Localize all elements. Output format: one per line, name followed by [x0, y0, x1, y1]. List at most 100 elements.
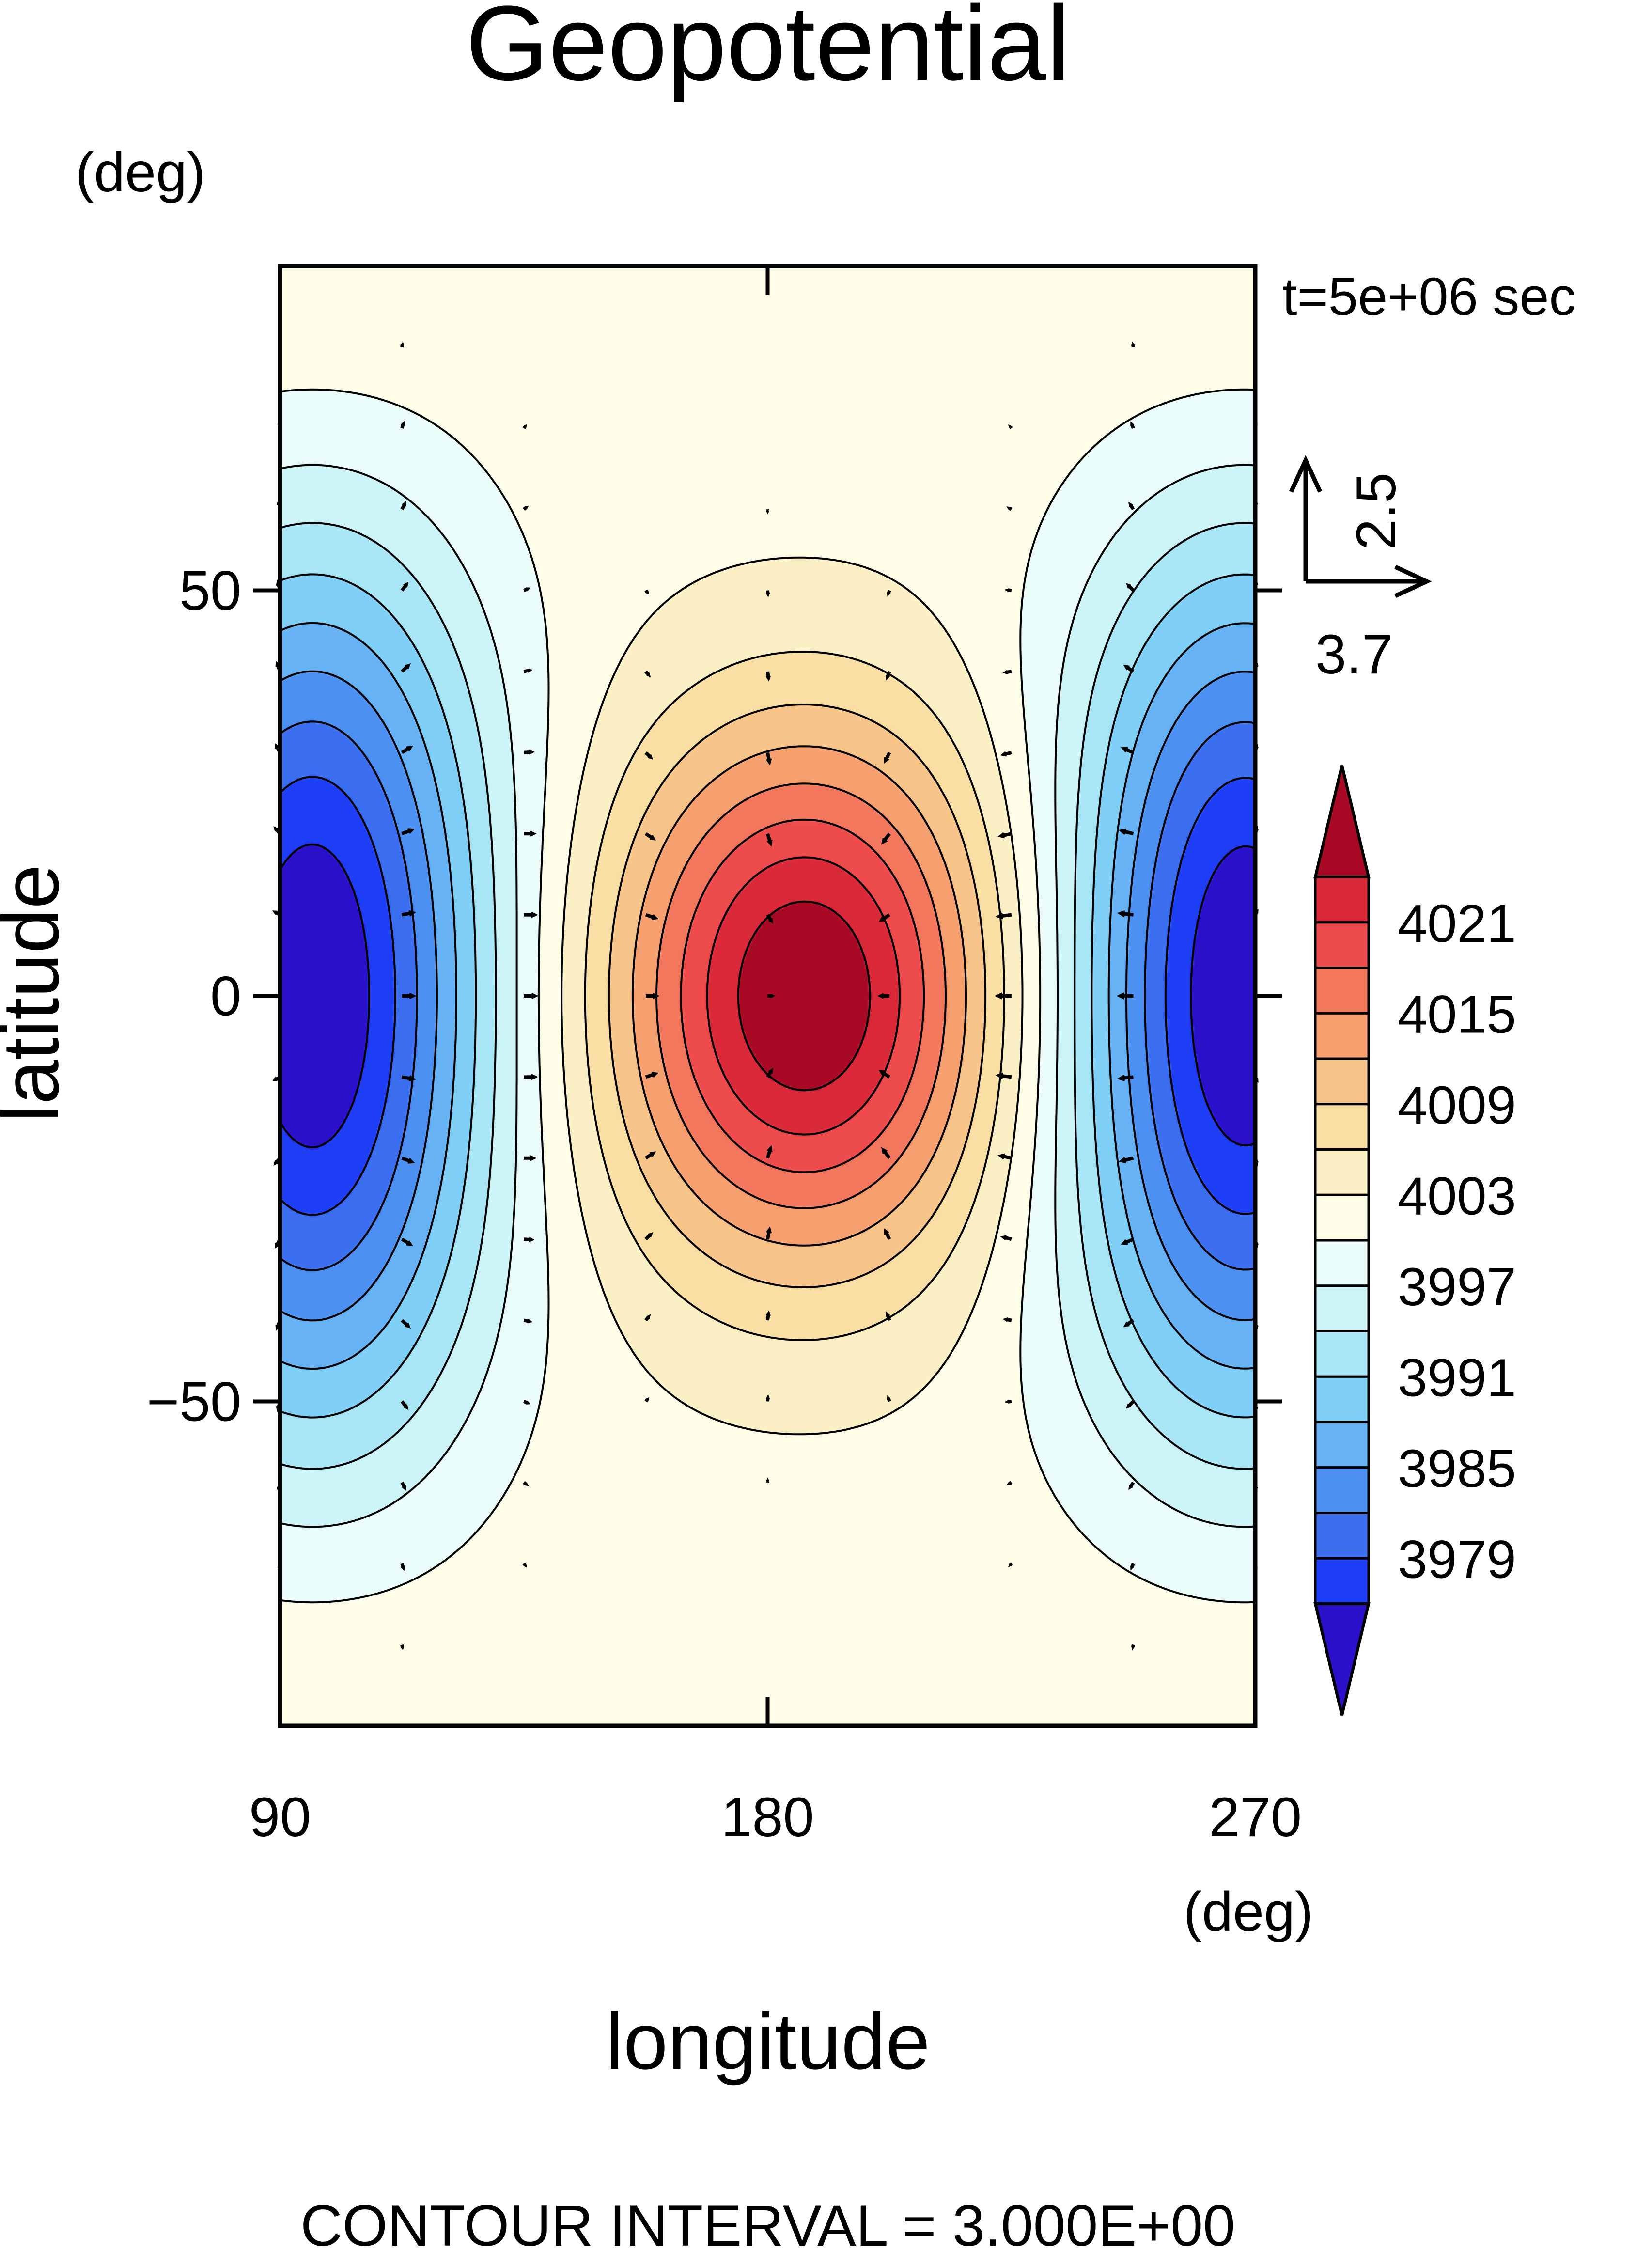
wind-vector-head: [881, 838, 888, 845]
wind-vector-head: [1000, 1235, 1007, 1241]
contour-line: [280, 670, 1255, 1322]
wind-vector-head: [405, 1322, 411, 1329]
colorbar-labels: 4021 4015 4009 4003 3997 3991 3985 3979: [1398, 894, 1516, 1590]
contour-interval-label: CONTOUR INTERVAL = 3.000E+00: [300, 2193, 1235, 2258]
contour-line: [280, 622, 1255, 1370]
wind-vector-head: [1117, 1074, 1126, 1081]
wind-vector-head: [1004, 1399, 1011, 1404]
wind-vector-head: [530, 911, 538, 918]
contour-lines: [280, 388, 1255, 1604]
y-tick-label: 0: [210, 966, 241, 1028]
wind-vector-head: [765, 592, 770, 598]
wind-vector-head: [406, 1240, 413, 1246]
wind-vector-head: [530, 1074, 538, 1080]
time-label: t=5e+06 sec: [1282, 267, 1575, 327]
wind-vector-head: [997, 832, 1006, 839]
wind-vector-head: [1118, 1157, 1127, 1163]
wind-vector-head: [1116, 992, 1125, 1000]
colorbar-swatch: [1314, 1239, 1370, 1287]
wind-vector-head: [651, 914, 659, 920]
wind-vector-head: [272, 1077, 278, 1081]
reference-vector-x-head: [1394, 564, 1432, 598]
colorbar-swatch: [1314, 1284, 1370, 1333]
wind-vector-head: [995, 1072, 1004, 1079]
colorbar-swatch: [1314, 1330, 1370, 1378]
y-tick-label: 50: [179, 560, 241, 622]
wind-vector-head: [408, 1075, 416, 1082]
wind-vector-head: [651, 1072, 659, 1078]
wind-vector-head: [401, 421, 405, 427]
contour-line: [680, 818, 925, 1173]
contour-line: [280, 573, 1255, 1419]
wind-vector-head: [877, 993, 885, 999]
contour-line: [631, 745, 967, 1247]
colorbar-label: 4009: [1398, 1076, 1516, 1135]
contour-line: [561, 556, 1024, 1436]
wind-vector-head: [1004, 588, 1011, 593]
wind-vector-head: [528, 750, 535, 755]
wind-vector-head: [407, 828, 415, 834]
wind-vector-head: [1117, 910, 1126, 918]
colorbar-label: 4003: [1398, 1166, 1516, 1226]
colorbar-swatch: [1314, 1103, 1370, 1151]
contour-line: [280, 388, 1255, 1604]
reference-vector: 3.7 2.5: [1289, 455, 1432, 686]
colorbar-swatch: [1314, 967, 1370, 1015]
contour-line: [280, 464, 1255, 1528]
wind-vector-head: [995, 992, 1004, 1000]
contour-line: [280, 522, 1255, 1470]
wind-vector-head: [765, 1310, 771, 1317]
contour-line: [280, 720, 1255, 1271]
colorbar-swatch: [1314, 1193, 1370, 1242]
wind-vector-head: [766, 758, 772, 766]
colorbar: [1313, 765, 1371, 1716]
wind-vector-head: [886, 674, 890, 681]
contour-line: [280, 843, 1255, 1149]
colorbar-label: 4015: [1398, 985, 1516, 1044]
colorbar-swatch: [1314, 1012, 1370, 1060]
wind-vector-head: [1130, 421, 1134, 427]
wind-vector-head: [529, 1155, 537, 1161]
wind-vector-head: [1128, 1484, 1133, 1490]
wind-vector-head: [1118, 829, 1127, 835]
wind-vector-head: [523, 1563, 527, 1568]
wind-vector-head: [1126, 583, 1132, 589]
colorbar-label: 3979: [1398, 1530, 1516, 1589]
colorbar-swatch: [1314, 1057, 1370, 1106]
wind-vector-head: [1121, 747, 1128, 753]
x-tick-labels: 90 180 270: [249, 1786, 1302, 1848]
wind-vector-head: [887, 591, 891, 597]
wind-vector-head: [403, 581, 409, 588]
wind-vector-head: [405, 663, 411, 670]
wind-vector-head: [650, 835, 656, 841]
wind-vector-head: [766, 509, 770, 515]
wind-vector-head: [530, 992, 539, 1000]
wind-vector-head: [524, 505, 529, 510]
wind-vector-head: [403, 1404, 409, 1410]
reference-vector-y-label: 2.5: [1345, 472, 1407, 550]
colorbar-swatch: [1314, 876, 1370, 924]
y-unit-label: (deg): [76, 141, 205, 203]
x-unit-label: (deg): [1184, 1881, 1313, 1943]
wind-vector-head: [650, 1151, 656, 1157]
colorbar-swatch: [1314, 1512, 1370, 1560]
contour-line: [655, 782, 947, 1209]
colorbar-swatch: [1314, 1557, 1370, 1605]
wind-vector-head: [766, 1145, 773, 1153]
y-tick-labels: 50 0 −50: [147, 560, 241, 1433]
wind-vector-head: [647, 754, 654, 760]
wind-vector-head: [525, 587, 531, 592]
x-tick-label: 180: [721, 1786, 814, 1848]
wind-vector-head: [645, 1397, 650, 1402]
colorbar-top-extension: [1313, 765, 1371, 878]
wind-vector-head: [529, 830, 537, 837]
wind-vector-head: [1123, 665, 1130, 671]
wind-vector-head: [768, 918, 774, 924]
colorbar-swatch: [1314, 1466, 1370, 1515]
reference-vector-x-label: 3.7: [1315, 624, 1393, 686]
colorbar-label: 4021: [1398, 894, 1516, 954]
wind-vector-head: [273, 826, 279, 832]
wind-vector-head: [766, 1226, 772, 1234]
wind-vector-head: [886, 1311, 890, 1318]
